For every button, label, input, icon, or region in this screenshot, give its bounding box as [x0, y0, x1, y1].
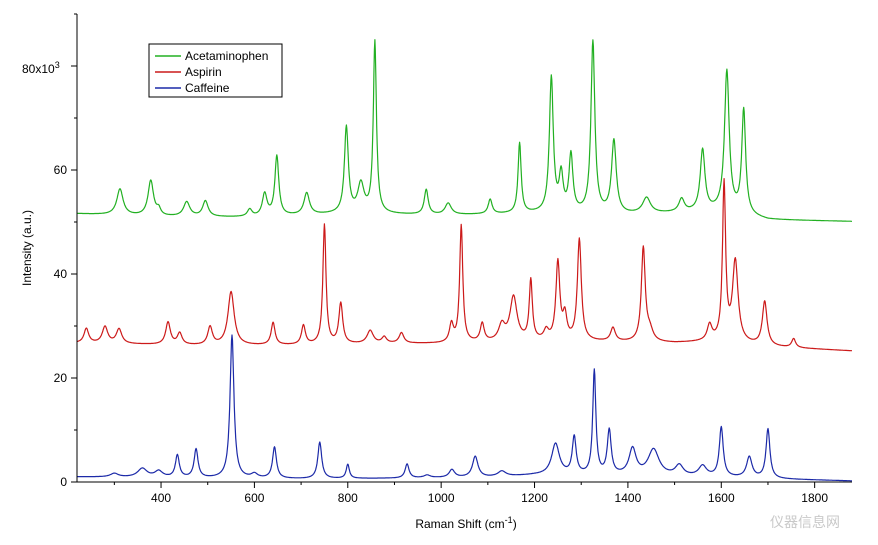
legend-label-caffeine: Caffeine: [185, 81, 230, 95]
x-axis-ticks: 400 600 800 1000 1200 1400 1600 1800: [113, 482, 828, 505]
legend-label-acetaminophen: Acetaminophen: [185, 49, 268, 63]
legend-item-caffeine: Caffeine: [155, 81, 230, 95]
legend-item-aspirin: Aspirin: [155, 65, 222, 79]
y-tick-label: 20: [54, 371, 68, 385]
x-axis-title: Raman Shift (cm-1): [415, 515, 516, 531]
x-tick-label: 800: [338, 491, 358, 505]
watermark-text: 仪器信息网: [770, 514, 840, 531]
legend-label-aspirin: Aspirin: [185, 65, 222, 79]
x-tick-label: 400: [151, 491, 171, 505]
legend-item-acetaminophen: Acetaminophen: [155, 49, 268, 63]
series-line-aspirin: [76, 178, 853, 352]
y-tick-label: 60: [54, 163, 68, 177]
y-tick-label: 40: [54, 267, 68, 281]
y-axis-ticks: 0 20 40 60: [54, 13, 77, 489]
y-scale-label: 80x103: [22, 60, 60, 76]
x-tick-label: 600: [244, 491, 264, 505]
x-tick-label: 1800: [801, 491, 828, 505]
series-line-acetaminophen: [76, 39, 853, 222]
x-tick-label: 1200: [521, 491, 548, 505]
legend: Acetaminophen Aspirin Caffeine: [148, 43, 283, 98]
series-layer: [76, 39, 853, 482]
x-tick-label: 1400: [615, 491, 642, 505]
series-line-caffeine: [76, 334, 853, 482]
x-tick-label: 1000: [428, 491, 455, 505]
y-axis-title: Intensity (a.u.): [20, 210, 34, 286]
y-tick-label: 0: [60, 475, 67, 489]
x-tick-label: 1600: [708, 491, 735, 505]
